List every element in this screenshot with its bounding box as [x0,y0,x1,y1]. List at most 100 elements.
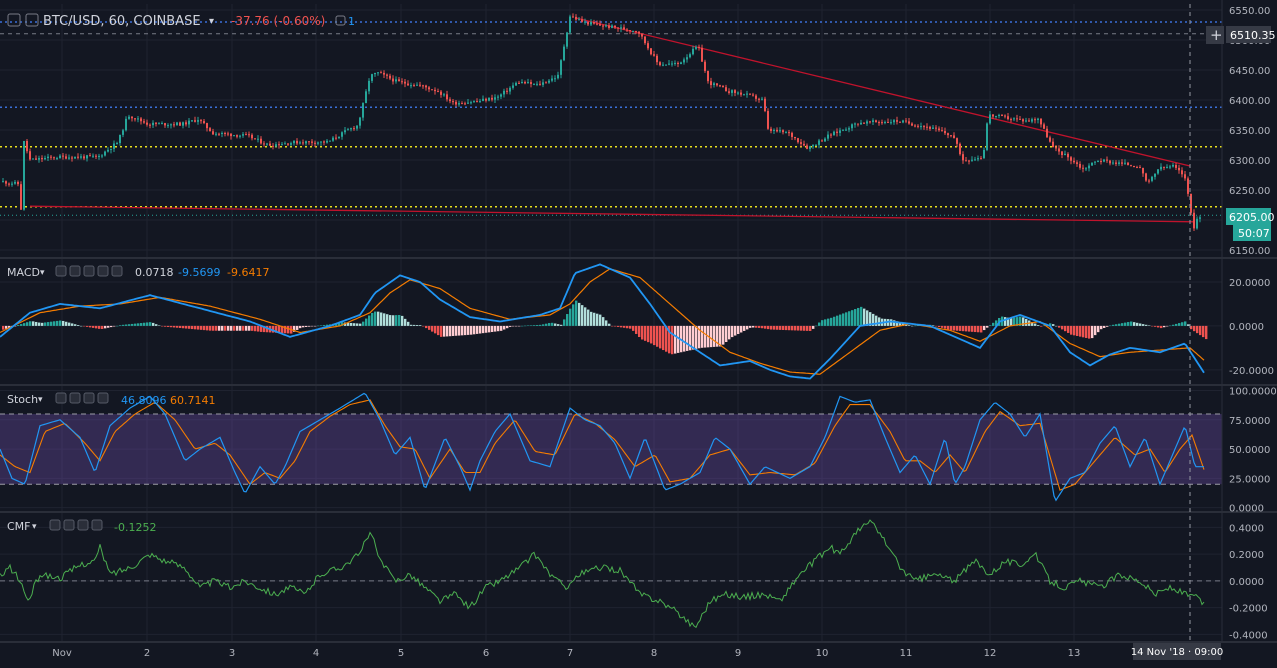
macd-hide-icon[interactable] [55,265,67,277]
macd-hist-bar-285 [857,307,860,326]
symbol-dropdown-icon[interactable]: ▾ [209,16,214,27]
candle-body-70 [212,131,214,135]
macd-source-icon[interactable] [83,265,95,277]
macd-hist-bar-102 [308,325,311,327]
stoch-close-icon[interactable] [97,392,109,404]
candle-body-140 [422,85,424,87]
stoch-d-value: 60.7141 [170,394,216,407]
macd-hist-bar-147 [443,325,446,337]
macd-hist-bar-74 [224,325,227,331]
settings-icon[interactable] [25,13,39,27]
candle-body-216 [650,48,652,55]
macd-hist-bar-224 [674,325,677,354]
macd-hist-bar-118 [356,323,359,326]
trendlines[interactable] [29,17,1196,223]
trendline-1[interactable] [29,205,1196,223]
candle-body-352 [1058,148,1060,152]
candle-body-199 [599,24,601,26]
macd-settings-icon[interactable] [69,265,81,277]
stoch-hide-icon[interactable] [55,392,67,404]
macd-hist-bar-61 [185,325,188,329]
macd-dropdown-icon[interactable]: ▾ [40,268,45,278]
macd-hist-bar-62 [188,325,191,329]
candle-body-135 [407,83,409,86]
candle-body-134 [404,81,406,84]
macd-hist-bar-33 [101,325,104,329]
macd-hist-bar-215 [647,325,650,343]
macd-hist-bar-227 [683,325,686,352]
pane-separators[interactable] [0,257,1277,643]
macd-close-icon[interactable] [111,265,123,277]
macd-pane[interactable] [0,263,1208,380]
macd-hist-bar-367 [1103,325,1106,328]
stoch-settings-icon[interactable] [69,392,81,404]
cmf-pane[interactable] [0,519,1222,629]
add-plus-icon[interactable]: + [1210,26,1223,44]
macd-hist-bar-4 [14,325,17,327]
cmf-dropdown-icon[interactable]: ▾ [32,522,37,532]
candle-body-330 [992,114,994,117]
stoch-label[interactable]: Stoch [7,393,38,406]
stoch-pane[interactable] [0,392,1222,502]
macd-hist-bar-205 [617,325,620,327]
candle-body-353 [1061,151,1063,156]
macd-hist-bar-372 [1118,323,1121,326]
candle-body-57 [173,124,175,126]
stoch-dropdown-icon[interactable]: ▾ [38,395,43,405]
macd-hist-bar-88 [266,325,269,333]
alert-clock-icon[interactable] [335,15,346,26]
macd-hist-bar-297 [893,320,896,326]
candle-body-61 [185,122,187,125]
macd-hist-bar-287 [863,308,866,326]
symbol-title[interactable]: BTC/USD, 60, COINBASE [43,14,201,29]
macd-hist-bar-258 [776,325,779,330]
macd-hist-bar-6 [20,324,23,326]
candle-body-225 [677,62,679,64]
macd-hist-bar-243 [731,325,734,338]
macd-hist-bar-237 [713,325,716,347]
candles [2,13,1201,231]
cmf-settings-icon[interactable] [63,519,75,531]
macd-hist-bar-198 [596,313,599,326]
candle-body-362 [1088,165,1090,169]
cmf-hide-icon[interactable] [49,519,61,531]
candle-body-345 [1037,118,1039,120]
candle-body-66 [200,120,202,122]
macd-hist-bar-392 [1178,323,1181,326]
price-ytick-label-0: 6150.00 [1229,246,1270,257]
trendline-0[interactable] [574,17,1191,167]
macd-label[interactable]: MACD [7,266,40,279]
add-plus-icon-bg[interactable] [1206,26,1224,44]
macd-hist-bar-211 [635,325,638,334]
collapse-icon[interactable] [7,13,21,27]
candle-body-233 [701,47,703,62]
macd-hist-bar-400 [1202,325,1205,338]
macd-hist-bar-207 [623,325,626,328]
macd-hist-bar-11 [35,321,38,326]
candle-body-240 [722,85,724,88]
macd-hist-bar-59 [179,325,182,329]
stoch-add-icon[interactable] [83,392,95,404]
candle-body-108 [326,140,328,143]
cmf-close-icon[interactable] [91,519,103,531]
macd-hist-bar-152 [458,325,461,336]
candle-body-194 [584,21,586,23]
price-pane[interactable] [0,13,1222,231]
cmf-label[interactable]: CMF [7,520,31,533]
candle-body-288 [866,121,868,124]
macd-add-icon[interactable] [97,265,109,277]
macd-hist-bar-337 [1013,317,1016,326]
candle-body-381 [1145,173,1147,181]
cmf-ytick-label-2: 0.0000 [1229,577,1264,588]
cmf-add-icon[interactable] [77,519,89,531]
candle-body-93 [281,144,283,146]
macd-hist-bar-148 [446,325,449,337]
macd-hist-bar-105 [317,325,320,327]
macd-hist-bar-78 [236,325,239,331]
candle-body-165 [497,96,499,98]
macd-hist-bar-43 [131,323,134,326]
macd-hist-bar-385 [1157,325,1160,328]
x-axis[interactable]: Nov 2 3 4 5 6 7 8 9 10 11 12 13 14 Nov '18 · 09:00 [52,643,1223,660]
